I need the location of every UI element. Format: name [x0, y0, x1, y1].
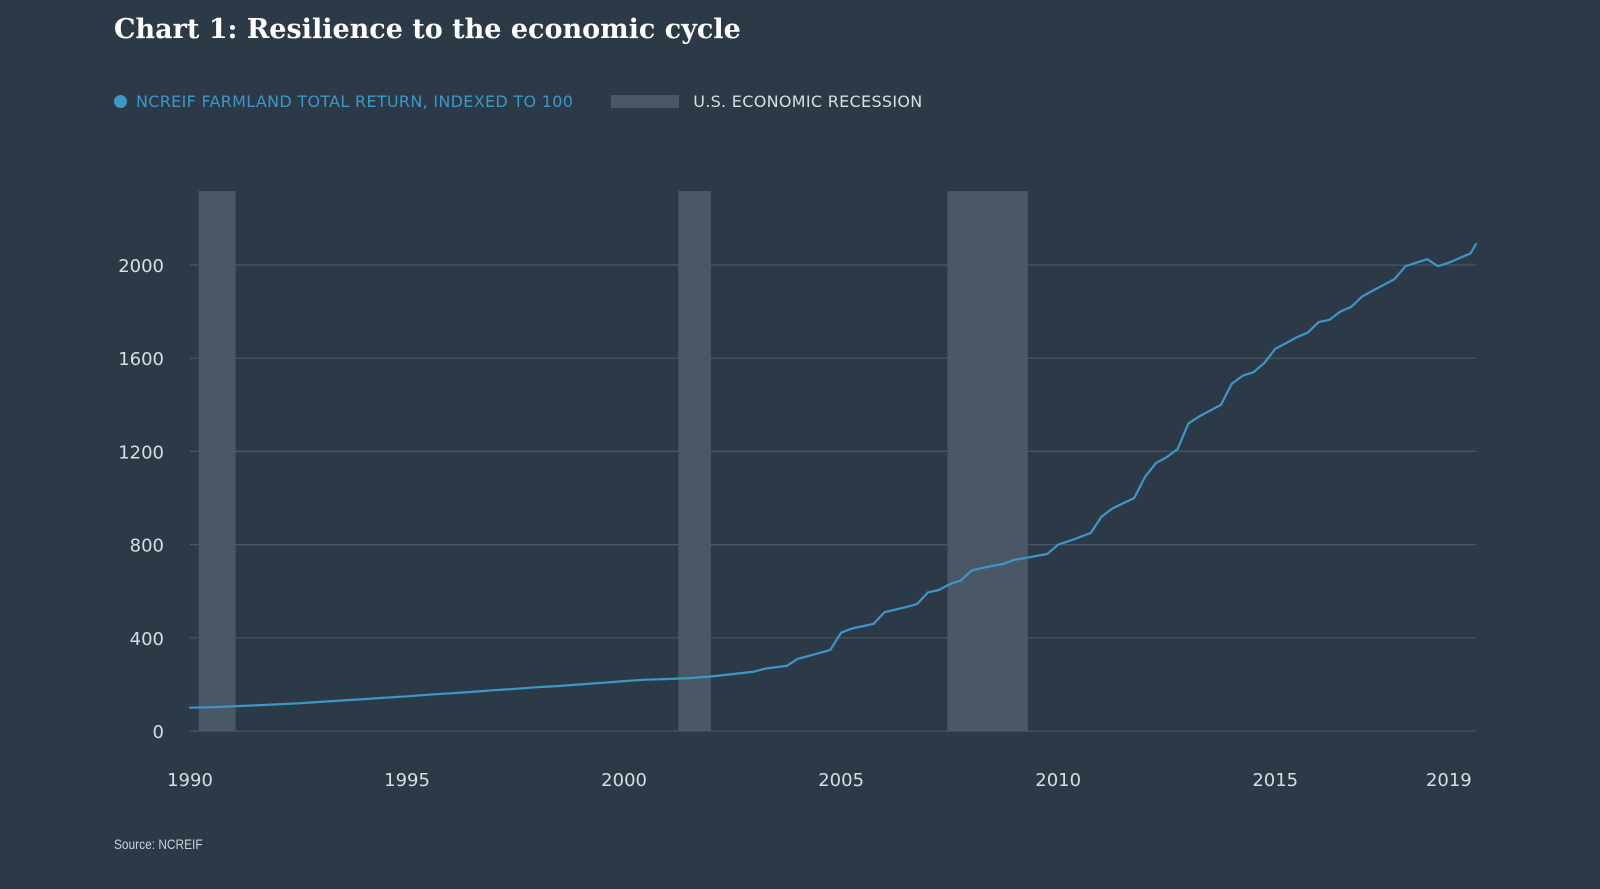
series-legend-dot	[114, 95, 127, 108]
legend: NCREIF FARMLAND TOTAL RETURN, INDEXED TO…	[114, 92, 923, 111]
y-tick-label: 1200	[118, 442, 164, 463]
x-tick-label: 2015	[1252, 770, 1298, 791]
x-tick-label: 2000	[601, 770, 647, 791]
x-tick-label: 1995	[384, 770, 430, 791]
series-line-1	[188, 242, 1478, 709]
y-tick-label: 0	[153, 722, 164, 743]
recession-legend-label: U.S. ECONOMIC RECESSION	[693, 92, 923, 111]
x-tick-label: 2005	[818, 770, 864, 791]
gridlines	[190, 264, 1476, 732]
recession-band-3	[947, 191, 1028, 731]
chart-title: Chart 1: Resilience to the economic cycl…	[114, 14, 741, 45]
series-legend-label: NCREIF FARMLAND TOTAL RETURN, INDEXED TO…	[136, 92, 574, 111]
x-axis-ticks: 1990 1995 2000 2005 2010 2015 2019	[167, 770, 1472, 791]
x-tick-label: 1990	[167, 770, 213, 791]
recession-legend-swatch	[611, 95, 680, 108]
x-tick-label: 2019	[1426, 770, 1472, 791]
y-tick-label: 2000	[118, 256, 164, 277]
series-lines	[188, 242, 1478, 709]
y-tick-label: 400	[130, 629, 164, 650]
recession-band-2	[678, 191, 711, 731]
recession-band-1	[198, 191, 236, 731]
y-tick-label: 800	[130, 536, 164, 557]
recession-bands	[198, 191, 1028, 731]
source-note: Source: NCREIF	[114, 836, 203, 852]
y-tick-label: 1600	[118, 349, 164, 370]
x-tick-label: 2010	[1035, 770, 1081, 791]
y-axis-ticks: 0 400 800 1200 1600 2000	[118, 256, 164, 743]
